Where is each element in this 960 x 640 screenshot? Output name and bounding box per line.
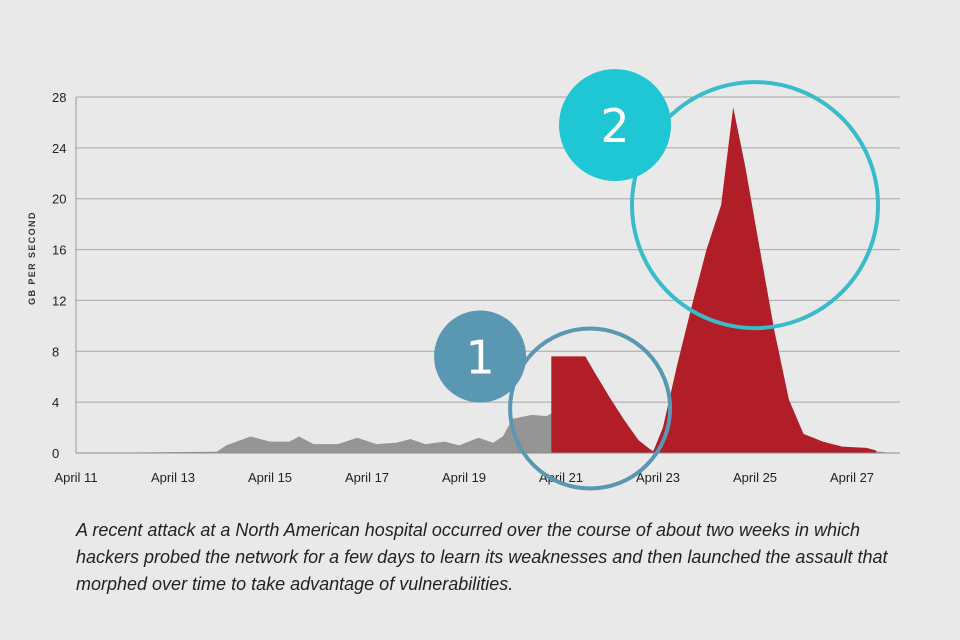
annotation-ring-2 [630,80,880,331]
annotation-badge-1 [434,310,527,403]
y-tick-label: 0 [52,446,59,461]
x-tick-label: April 11 [54,470,97,485]
x-tick-label: April 25 [733,470,777,485]
x-axis-ticks: April 11 April 13 April 15 April 17 April 19… [54,470,874,485]
annotation-number-1: 1 [465,331,494,385]
annotation-number-2: 2 [600,99,629,153]
y-axis-label: GB PER SECOND [27,211,37,305]
x-tick-label: April 13 [151,470,195,485]
annotation-ring-1 [508,326,673,491]
annotations: 12 [434,69,880,491]
traffic-areas [76,107,900,454]
x-tick-label: April 21 [539,470,583,485]
attack-traffic-area [551,107,877,453]
y-tick-label: 28 [52,90,66,105]
y-tick-label: 24 [52,141,66,156]
y-tick-label: 4 [52,395,59,410]
x-tick-label: April 15 [248,470,292,485]
y-tick-label: 12 [52,293,66,308]
annotation-badge-2 [559,69,671,182]
x-tick-label: April 19 [442,470,486,485]
chart-caption: A recent attack at a North American hosp… [76,520,888,594]
x-tick-label: April 27 [830,470,874,485]
y-axis-ticks: 0 4 8 12 16 20 24 28 [52,90,66,461]
x-tick-label: April 23 [636,470,680,485]
y-tick-label: 8 [52,344,59,359]
y-tick-label: 20 [52,192,66,207]
x-tick-label: April 17 [345,470,389,485]
y-tick-label: 16 [52,243,66,258]
